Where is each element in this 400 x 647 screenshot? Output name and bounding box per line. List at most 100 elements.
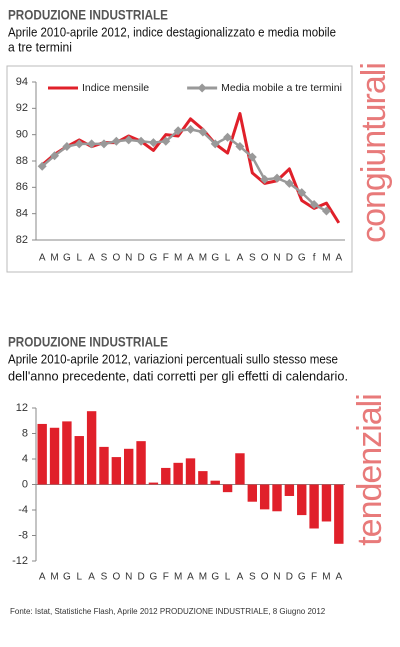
point-marker [186,124,195,134]
bar [99,446,109,485]
chart-frame [6,65,353,273]
x-tick-label: G [211,253,219,264]
x-tick-label: A [187,253,194,264]
x-tick-label: G [298,253,306,264]
bar [259,484,270,510]
y-tick-label: 90 [16,129,28,141]
point-marker [235,142,245,152]
x-tick-label: M [199,572,207,583]
point-marker [124,135,134,145]
point-marker [50,151,60,161]
x-tick-label: A [187,572,194,583]
x-tick-label: L [76,572,82,583]
x-tick-label: M [199,253,207,264]
x-tick-label: f [313,253,316,264]
bar [136,441,146,485]
point-marker [161,136,171,146]
x-tick-label: G [63,572,71,583]
x-tick-label: L [225,572,231,583]
bar [74,436,84,485]
x-tick-label: L [76,253,82,264]
bar [309,484,319,529]
chart-title: PRODUZIONE INDUSTRIALE [8,7,168,23]
x-tick-label: O [112,572,120,583]
bar [247,484,257,502]
y-tick-label: 92 [16,102,28,114]
bar [49,427,60,485]
x-tick-label: G [150,572,158,583]
bar [297,484,307,516]
point-marker [309,199,319,209]
x-tick-label: M [322,572,330,583]
x-tick-label: M [50,572,58,583]
x-tick-label: G [298,572,306,583]
chart-subtitle: a tre termini [8,40,72,54]
bar [272,484,282,512]
point-marker [284,178,294,188]
point-marker [247,152,257,162]
y-tick-label: 84 [16,208,28,220]
point-marker [74,139,84,149]
chart-subtitle: Aprile 2010-aprile 2012, variazioni perc… [8,352,338,366]
bar [62,421,72,485]
bar [210,480,220,485]
x-tick-label: S [101,572,108,583]
x-tick-label: D [286,253,293,264]
point-marker [223,132,233,142]
y-tick-label: 8 [22,427,28,439]
x-tick-label: N [125,572,132,583]
y-tick-label: 82 [16,234,28,246]
x-tick-label: A [237,572,244,583]
point-marker [260,174,270,184]
point-marker [210,139,220,149]
y-tick-label: 88 [16,155,28,167]
x-tick-label: O [112,253,120,264]
chart-title: PRODUZIONE INDUSTRIALE [8,334,168,350]
x-tick-label: L [225,253,231,264]
legend-label: Media mobile a tre termini [221,82,342,94]
y-tick-label: 0 [22,478,28,490]
chart-subtitle: Aprile 2010-aprile 2012, indice destagio… [8,25,336,39]
point-marker [111,136,121,146]
point-marker [198,127,208,137]
x-tick-label: N [273,572,280,583]
bar [86,411,97,485]
x-tick-label: N [273,253,280,264]
point-marker [321,206,331,216]
legend-label: Indice mensile [82,82,149,94]
x-tick-label: A [335,572,342,583]
y-tick-label: 94 [16,76,28,88]
x-tick-label: A [39,253,46,264]
x-tick-label: S [249,572,256,583]
side-label: tendenziali [351,394,389,546]
point-marker [99,139,109,149]
bar [148,482,159,485]
x-tick-label: S [101,253,108,264]
bar [111,457,122,485]
x-tick-label: F [163,572,169,583]
chart-subtitle: dell'anno precedente, dati corretti per … [8,369,348,383]
x-tick-label: A [88,572,95,583]
x-tick-label: D [137,253,144,264]
x-tick-label: F [163,253,169,264]
x-tick-label: M [174,253,182,264]
point-marker [173,126,183,136]
x-tick-label: G [150,253,158,264]
bar [284,484,295,496]
x-tick-label: D [286,572,293,583]
point-marker [87,139,97,149]
side-label: congiunturali [355,63,393,243]
x-tick-label: M [50,253,58,264]
x-tick-label: G [211,572,219,583]
bar [185,458,196,485]
x-tick-label: G [63,253,71,264]
legend-marker [197,83,207,93]
x-tick-label: D [137,572,144,583]
bar [321,484,332,522]
x-tick-label: O [261,253,269,264]
point-marker [37,161,47,171]
bar [37,423,47,485]
bar [334,484,344,544]
x-tick-label: N [125,253,132,264]
bar [173,462,183,485]
